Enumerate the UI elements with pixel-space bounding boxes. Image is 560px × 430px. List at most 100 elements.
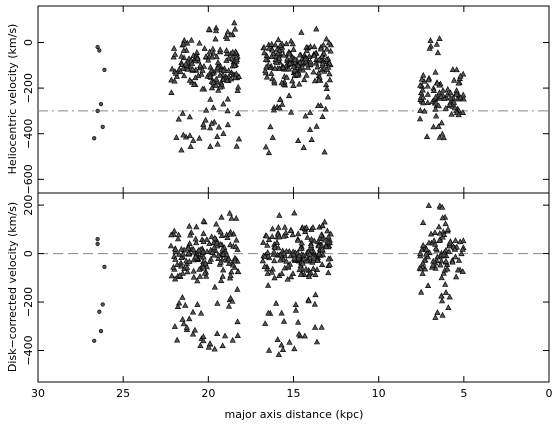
data-point-triangle [434,79,441,86]
data-point-triangle [289,270,297,277]
data-point-triangle [210,104,217,110]
data-point-triangle [215,251,222,258]
data-point-triangle [207,73,214,79]
data-point-triangle [196,272,204,279]
data-point-triangle [192,235,199,242]
data-point-triangle [213,242,221,249]
y-tick-label: −200 [22,287,35,317]
data-point-triangle [310,265,317,272]
data-point-triangle [265,346,273,353]
data-point-triangle [180,65,187,71]
y-tick-label: 0 [22,39,35,46]
data-point-triangle [191,326,199,333]
data-point-triangle [278,270,285,277]
data-point-triangle [293,70,301,77]
points-top [92,19,467,156]
data-point-triangle [296,266,303,273]
data-point-triangle [172,69,179,76]
data-point-triangle [277,256,284,263]
data-point-triangle [172,50,179,57]
data-point-triangle [208,233,215,240]
data-point-triangle [199,85,206,92]
data-point-triangle [451,103,458,110]
data-point-triangle [261,49,268,56]
data-point-triangle [217,258,224,265]
data-point-triangle [425,239,433,246]
data-point-triangle [174,303,182,310]
data-point-triangle [220,130,227,136]
data-point-triangle [218,277,225,283]
data-point-triangle [313,123,320,129]
data-point-triangle [194,277,201,284]
data-point-triangle [206,340,214,347]
data-point-triangle [271,274,278,281]
data-point-triangle [290,82,297,88]
data-point-triangle [325,269,332,276]
data-point-triangle [452,253,459,260]
data-point-triangle [170,263,177,270]
data-point-triangle [438,274,445,281]
data-point-triangle [189,330,197,337]
data-point-triangle [442,280,449,287]
data-point-triangle [173,134,180,140]
data-point-triangle [188,36,195,43]
data-point-triangle [418,288,425,295]
data-point-triangle [224,121,232,128]
data-point-triangle [299,63,306,70]
data-point-triangle [211,234,218,241]
data-point-triangle [181,37,188,43]
data-point-triangle [442,104,449,111]
data-point-triangle [192,74,199,81]
data-point-triangle [315,76,323,83]
y-tick-label: 200 [22,195,35,216]
data-point-triangle [172,256,179,262]
data-point-triangle [234,332,241,338]
data-point-triangle [182,302,189,308]
data-point-triangle [168,231,175,238]
data-point-triangle [226,230,233,237]
data-point-triangle [208,120,215,126]
data-point-triangle [263,73,271,80]
data-point-triangle [289,40,296,47]
data-point-triangle [417,82,424,88]
data-point-triangle [168,272,175,279]
data-point-triangle [214,59,222,65]
data-point-triangle [452,237,459,243]
data-point-triangle [224,234,231,240]
data-point-triangle [263,232,270,239]
data-point-triangle [221,332,229,339]
data-point-triangle [285,92,293,99]
data-point-triangle [227,241,234,248]
data-point-circle [100,124,105,129]
data-point-triangle [310,68,317,75]
data-point-triangle [235,135,243,142]
data-point-triangle [213,82,220,88]
data-point-triangle [223,57,230,63]
data-point-triangle [434,309,441,315]
data-point-triangle [276,96,284,102]
data-point-triangle [188,60,196,66]
data-point-triangle [207,63,214,70]
data-point-triangle [436,133,443,140]
data-point-triangle [213,239,220,246]
data-point-triangle [457,94,464,101]
data-point-triangle [275,351,282,357]
data-point-triangle [179,110,186,116]
data-point-triangle [227,31,234,38]
data-point-triangle [172,245,179,252]
data-point-triangle [228,214,235,221]
data-point-triangle [438,297,446,304]
data-point-triangle [444,265,451,272]
data-point-triangle [214,140,221,147]
data-point-triangle [224,95,231,102]
data-point-triangle [426,45,433,51]
data-point-triangle [455,111,462,118]
data-point-triangle [209,249,216,255]
data-point-triangle [453,273,460,280]
data-point-triangle [439,214,446,221]
data-point-triangle [235,83,242,90]
data-point-triangle [216,71,224,78]
data-point-triangle [459,268,466,274]
data-point-triangle [419,259,426,266]
data-point-triangle [446,293,453,300]
